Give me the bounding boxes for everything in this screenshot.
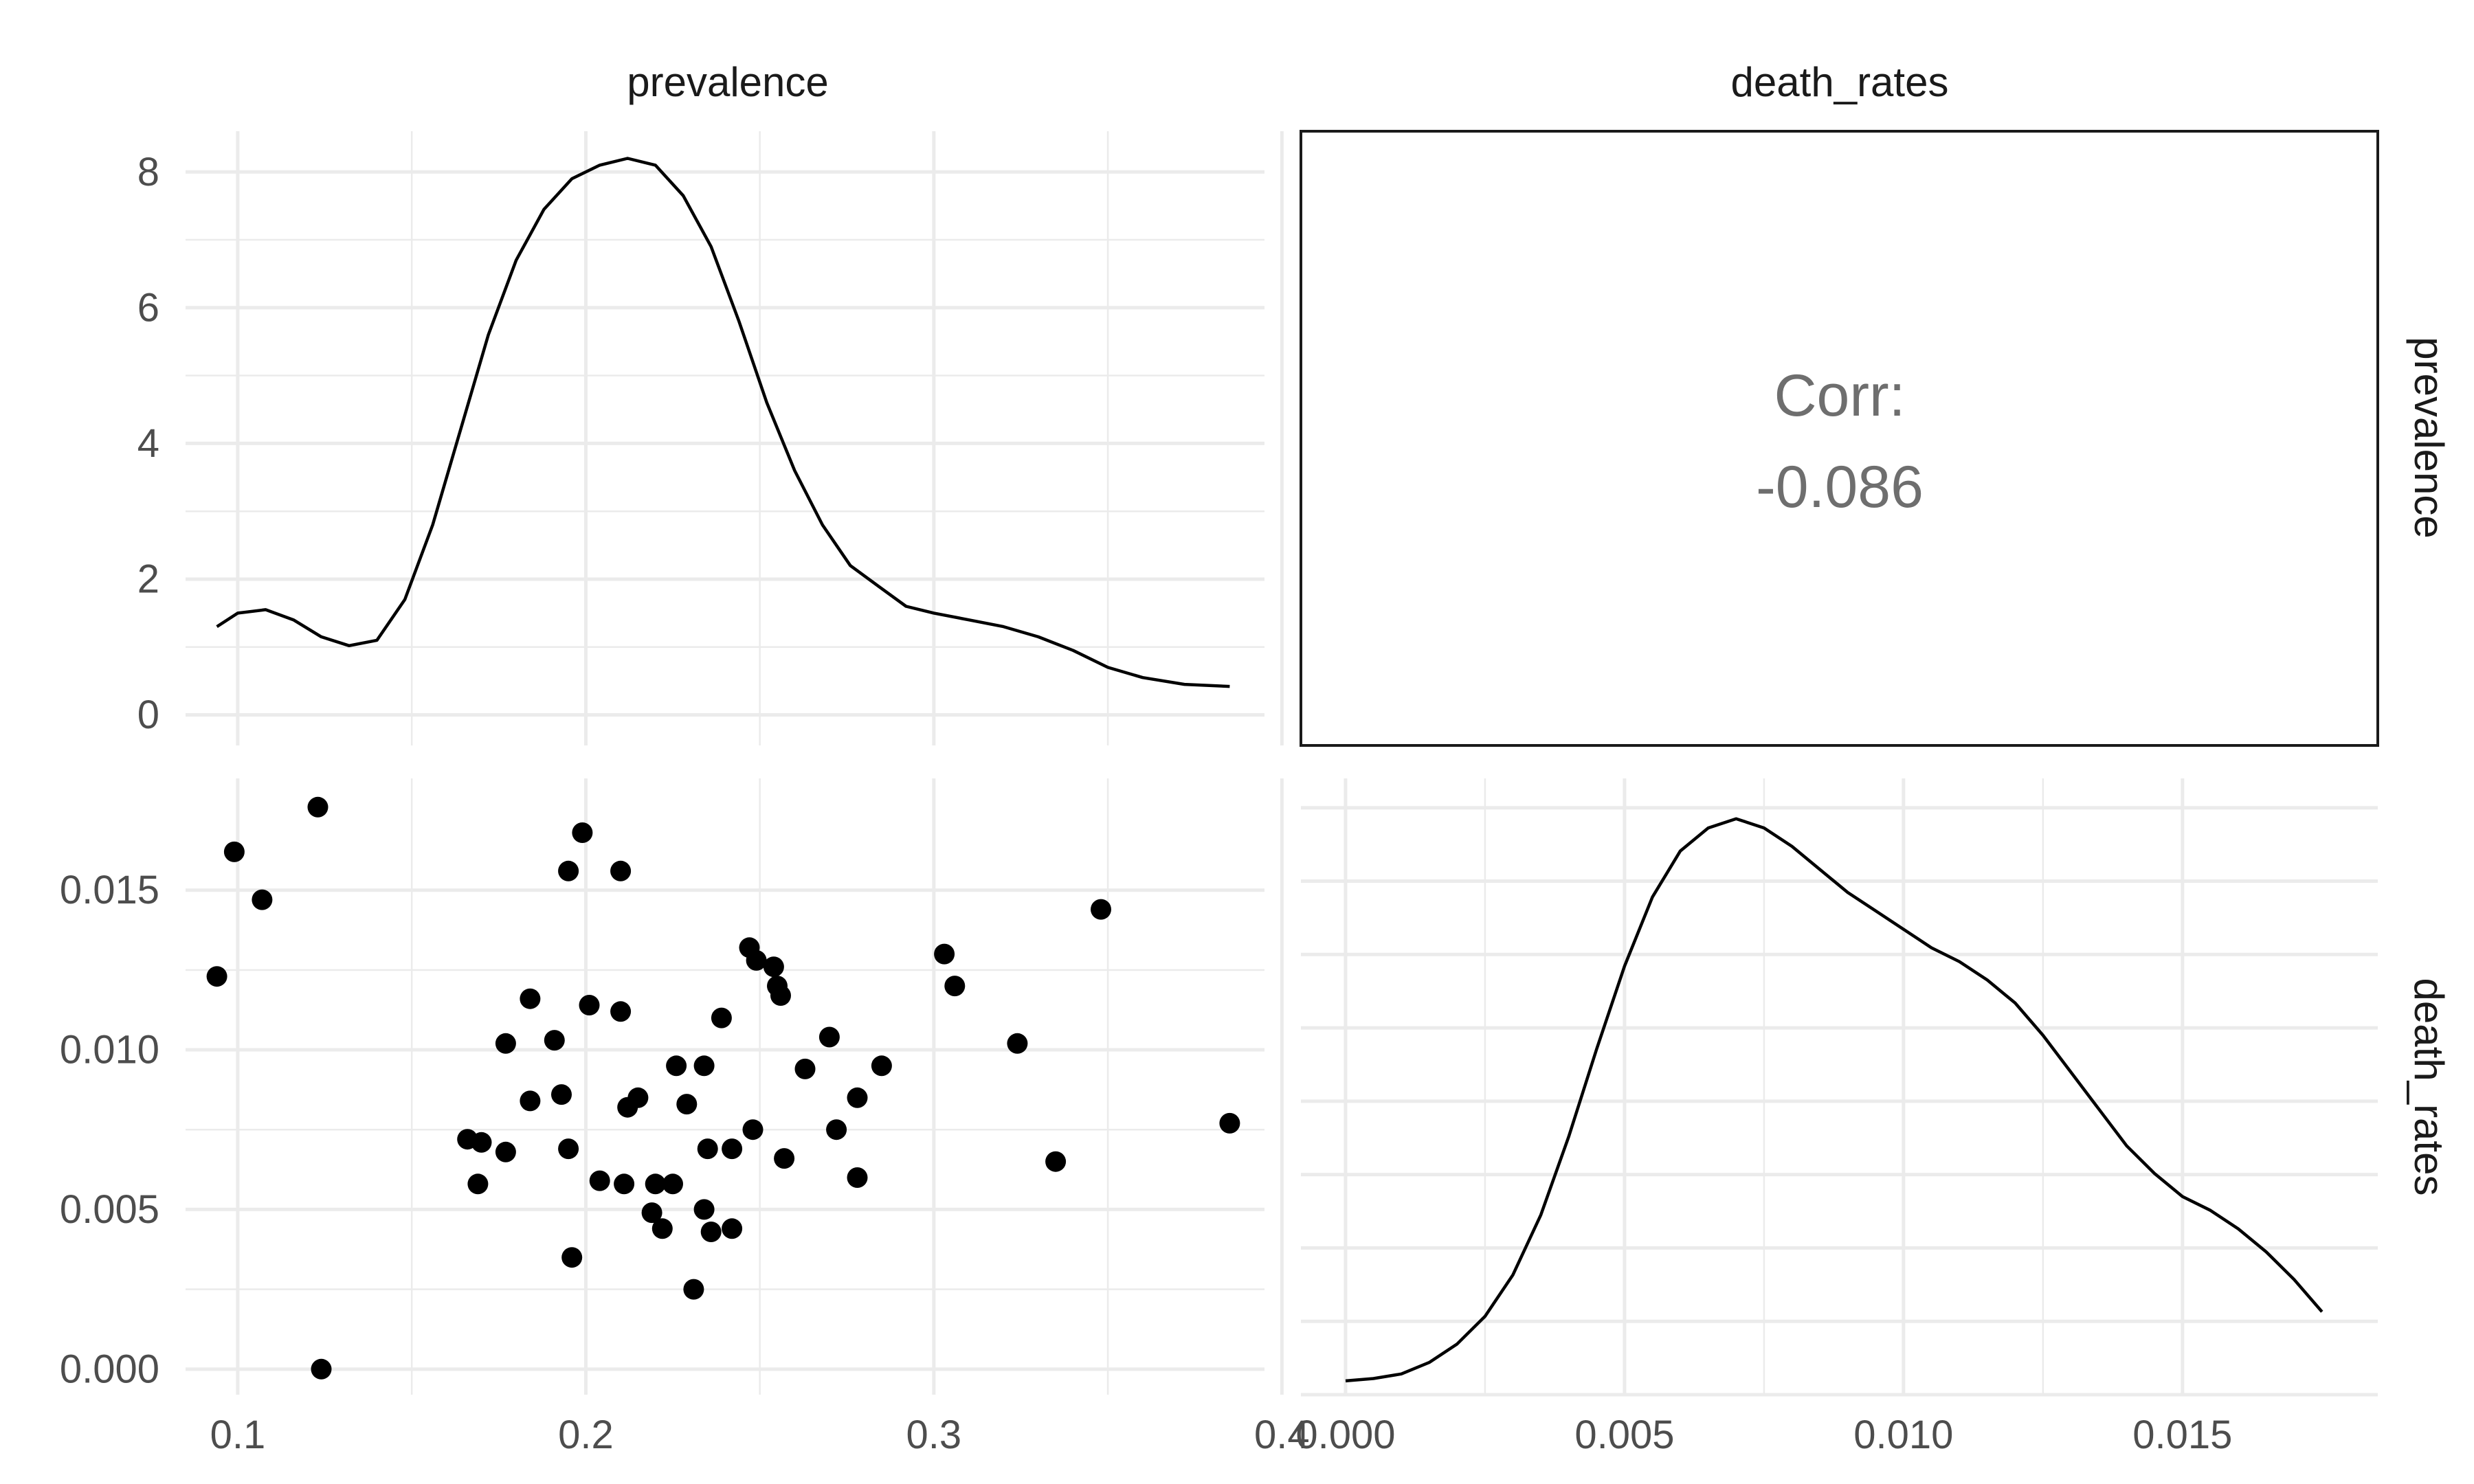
scatter-point [746, 949, 767, 971]
scatter-point [252, 889, 273, 910]
scatter-point [206, 966, 227, 987]
y-tick-label: 0.015 [60, 868, 159, 912]
x-tick-label: 0.015 [2132, 1413, 2232, 1457]
scatter-point [641, 1202, 662, 1224]
scatter-point [551, 1084, 572, 1105]
scatter-point [847, 1167, 868, 1188]
scatter-point [1045, 1151, 1067, 1172]
y-tick-label: 8 [137, 150, 159, 194]
scatter-point [467, 1173, 489, 1195]
prevalence-density-line [216, 157, 1230, 688]
strip-top-prevalence: prevalence [627, 59, 829, 105]
scatter-point [770, 985, 791, 1006]
scatter-point [774, 1148, 795, 1169]
scatter-point [558, 1138, 579, 1160]
scatter-point [572, 822, 593, 843]
panel-death-rates-density [1301, 778, 2378, 1397]
scatter-point [693, 1055, 715, 1077]
y-tick-label: 0.005 [60, 1187, 159, 1232]
scatter-point [1091, 899, 1111, 920]
scatter-point [722, 1218, 743, 1239]
panel-death-rates-density-grid [1301, 778, 2378, 1397]
scatter-point [871, 1055, 892, 1077]
panel-scatter [186, 778, 1284, 1395]
y-tick-label: 6 [137, 285, 159, 330]
scatter-point [700, 1222, 722, 1242]
scatter-point [223, 841, 245, 862]
panel-prevalence-density-grid [186, 131, 1284, 745]
panel-prevalence-density [186, 131, 1284, 745]
scatter-point [520, 988, 541, 1009]
correlation-label: Corr: [1774, 363, 1905, 429]
scatter-point [471, 1132, 492, 1153]
scatter-point [722, 1138, 743, 1160]
scatter-point [561, 1247, 583, 1268]
scatter-point [589, 1170, 610, 1191]
scatter-point [711, 1007, 732, 1028]
scatter-point [610, 860, 632, 881]
x-tick-label: 0.4 [1254, 1413, 1310, 1457]
scatter-point [818, 1026, 840, 1048]
scatter-point [944, 976, 966, 997]
scatter-point [558, 860, 579, 881]
scatter-point [520, 1090, 541, 1112]
x-axis-prevalence-ticks: 0.1 0.2 0.3 0.4 [210, 1413, 1310, 1457]
scatter-point [614, 1173, 635, 1195]
scatter-points [206, 796, 1240, 1380]
y-tick-label: 4 [137, 421, 159, 466]
scatter-point [544, 1030, 565, 1051]
y-tick-label: 0.000 [60, 1347, 159, 1391]
scatter-point [697, 1138, 718, 1160]
scatter-point [645, 1173, 666, 1195]
scatter-point [676, 1094, 698, 1115]
strip-right-prevalence: prevalence [2406, 337, 2452, 539]
y-axis-density-ticks: 0 2 4 6 8 [137, 150, 159, 737]
scatter-point [826, 1119, 847, 1140]
scatter-point [651, 1218, 673, 1239]
x-tick-label: 0.2 [558, 1413, 614, 1457]
y-tick-label: 0.010 [60, 1028, 159, 1072]
scatter-point [693, 1199, 715, 1220]
correlation-panel-border [1300, 130, 2379, 747]
panel-scatter-grid [186, 778, 1284, 1395]
scatter-point [1219, 1112, 1240, 1134]
x-tick-label: 0.000 [1295, 1413, 1395, 1457]
scatter-point [311, 1358, 332, 1380]
y-tick-label: 2 [137, 556, 159, 601]
scatter-point [934, 943, 955, 965]
scatter-point [579, 995, 600, 1015]
scatter-point [662, 1173, 683, 1195]
scatter-point [742, 1119, 764, 1140]
scatter-point [307, 796, 328, 818]
scatter-point [847, 1087, 868, 1108]
scatter-point [495, 1033, 516, 1054]
scatter-point [683, 1279, 704, 1300]
x-tick-label: 0.005 [1574, 1413, 1674, 1457]
strip-right-death-rates: death_rates [2406, 978, 2452, 1196]
correlation-value: -0.086 [1756, 454, 1924, 520]
panel-correlation: Corr: -0.086 [1300, 130, 2379, 747]
x-tick-label: 0.1 [210, 1413, 266, 1457]
scatter-point [763, 956, 784, 978]
scatter-point [617, 1097, 638, 1118]
y-tick-label: 0 [137, 693, 159, 737]
scatter-point [610, 1001, 632, 1022]
death-rates-density-line [1345, 817, 2323, 1383]
scatter-point [1007, 1033, 1028, 1054]
x-tick-label: 0.010 [1853, 1413, 1953, 1457]
x-axis-death-rates-ticks: 0.000 0.005 0.010 0.015 [1295, 1413, 2232, 1457]
scatter-point [794, 1058, 816, 1079]
scatter-point [495, 1141, 516, 1162]
y-axis-death-rates-ticks: 0.000 0.005 0.010 0.015 [60, 868, 159, 1391]
scatter-point [666, 1055, 687, 1077]
x-tick-label: 0.3 [906, 1413, 962, 1457]
strip-top-death-rates: death_rates [1731, 59, 1949, 105]
